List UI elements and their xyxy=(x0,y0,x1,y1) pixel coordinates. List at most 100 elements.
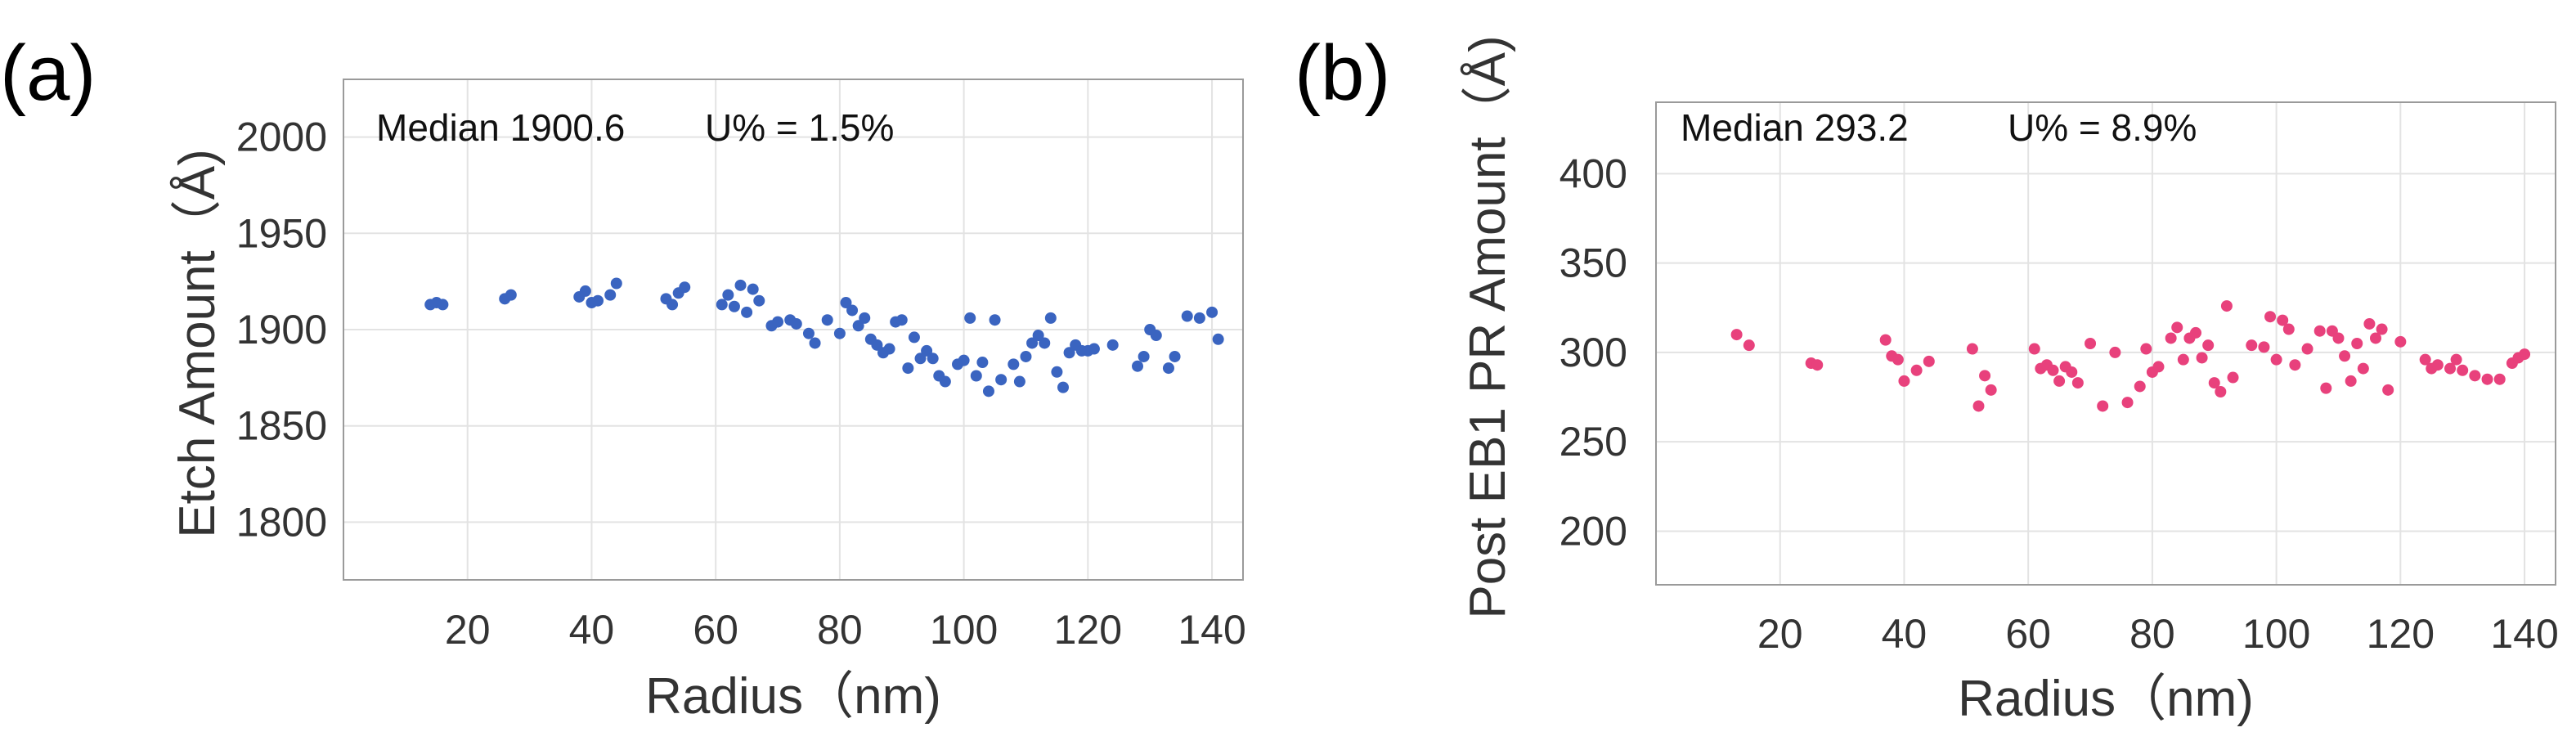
data-point xyxy=(2202,339,2215,352)
data-point xyxy=(2394,335,2407,348)
x-tick-labels-a: 20 40 60 80 100 120 140 xyxy=(445,607,1246,653)
data-point xyxy=(1910,364,1923,376)
data-point xyxy=(1039,337,1051,349)
data-point xyxy=(1044,312,1057,324)
gridlines-a xyxy=(343,79,1243,580)
data-point xyxy=(2419,353,2431,366)
uniformity-annotation-b: U% = 8.9% xyxy=(2008,106,2197,149)
data-point xyxy=(2363,317,2376,330)
data-point xyxy=(2376,323,2388,335)
x-tick-labels-b: 20 40 60 80 100 120 140 xyxy=(1757,611,2559,657)
y-tick-label: 250 xyxy=(1560,419,1627,465)
data-point xyxy=(1013,375,1025,388)
data-point xyxy=(2165,332,2177,344)
data-point xyxy=(2053,375,2066,387)
data-point xyxy=(2047,364,2059,376)
data-point xyxy=(833,327,846,339)
median-annotation-b: Median 293.2 xyxy=(1681,106,1909,149)
data-point xyxy=(1051,366,1063,378)
data-point xyxy=(2320,382,2332,394)
data-point xyxy=(2258,341,2270,353)
data-point xyxy=(437,299,449,311)
data-point xyxy=(2431,359,2444,371)
data-point xyxy=(734,279,747,291)
data-point xyxy=(2519,348,2531,361)
data-point xyxy=(2351,338,2363,349)
data-point xyxy=(2177,353,2189,366)
data-point xyxy=(2481,373,2493,385)
data-point xyxy=(2450,353,2462,366)
data-point xyxy=(939,375,951,388)
data-point xyxy=(753,294,765,307)
y-axis-label-b: Post EB1 PR Amount（Å) xyxy=(1460,35,1516,618)
data-point xyxy=(2152,361,2165,373)
data-point xyxy=(921,344,933,357)
data-point xyxy=(958,354,970,366)
data-point xyxy=(1032,330,1044,342)
data-point xyxy=(1020,350,1032,362)
data-point xyxy=(2313,325,2326,337)
data-point xyxy=(1106,339,1119,351)
data-point xyxy=(2345,375,2357,387)
data-point xyxy=(2457,364,2469,376)
data-point xyxy=(871,339,883,351)
data-point xyxy=(1898,375,1910,387)
x-tick-label: 20 xyxy=(1757,611,1803,657)
data-point xyxy=(902,362,914,375)
data-point xyxy=(2246,339,2258,352)
y-tick-labels-a: 1800 1850 1900 1950 2000 xyxy=(236,115,327,546)
y-tick-label: 1850 xyxy=(236,403,327,449)
x-tick-label: 40 xyxy=(1882,611,1928,657)
data-point xyxy=(1212,333,1224,345)
data-point xyxy=(2264,311,2277,323)
data-point xyxy=(747,283,759,295)
data-point xyxy=(821,314,833,326)
data-point xyxy=(1057,381,1069,393)
y-tick-label: 2000 xyxy=(236,115,327,160)
data-point xyxy=(679,281,691,294)
data-point xyxy=(846,304,859,317)
data-point xyxy=(1181,310,1193,322)
data-point xyxy=(927,353,939,365)
data-point xyxy=(2469,370,2481,382)
data-point xyxy=(1162,362,1174,375)
x-tick-label: 120 xyxy=(2367,611,2435,657)
data-point xyxy=(2134,380,2146,393)
data-point xyxy=(1026,337,1039,349)
data-point xyxy=(1193,312,1205,324)
data-point xyxy=(2301,343,2313,355)
data-point xyxy=(2444,362,2457,375)
plot-frame-a xyxy=(343,79,1244,581)
data-point xyxy=(1169,350,1181,362)
data-point xyxy=(1730,329,1743,341)
data-point xyxy=(2357,362,2369,375)
data-point xyxy=(989,314,1001,326)
y-tick-label: 1900 xyxy=(236,307,327,353)
y-tick-label: 300 xyxy=(1560,330,1627,375)
data-point xyxy=(722,289,734,301)
uniformity-annotation-a: U% = 1.5% xyxy=(705,106,894,149)
data-point xyxy=(914,353,927,365)
data-points-a xyxy=(424,277,1224,397)
data-point xyxy=(2220,300,2233,312)
data-point xyxy=(2028,343,2040,355)
data-point xyxy=(1923,355,1935,367)
data-point xyxy=(2071,377,2084,389)
data-point xyxy=(2208,377,2220,389)
data-point xyxy=(1892,353,1904,366)
data-point xyxy=(1088,343,1100,355)
data-point xyxy=(840,297,852,309)
data-point xyxy=(2196,352,2208,364)
x-tick-label: 40 xyxy=(569,607,615,653)
data-point xyxy=(1979,370,1991,382)
chart-panel-b: (b) Median 293.2 U% = 8.9% 200 250 300 350 4… xyxy=(1295,29,2559,727)
x-tick-label: 120 xyxy=(1054,607,1122,653)
panel-label-b: (b) xyxy=(1295,29,1390,117)
data-point xyxy=(883,343,895,355)
data-point xyxy=(604,289,617,301)
data-point xyxy=(2097,400,2109,412)
plot-frame-b xyxy=(1655,101,2556,586)
data-point xyxy=(859,312,871,324)
data-point xyxy=(995,374,1008,386)
